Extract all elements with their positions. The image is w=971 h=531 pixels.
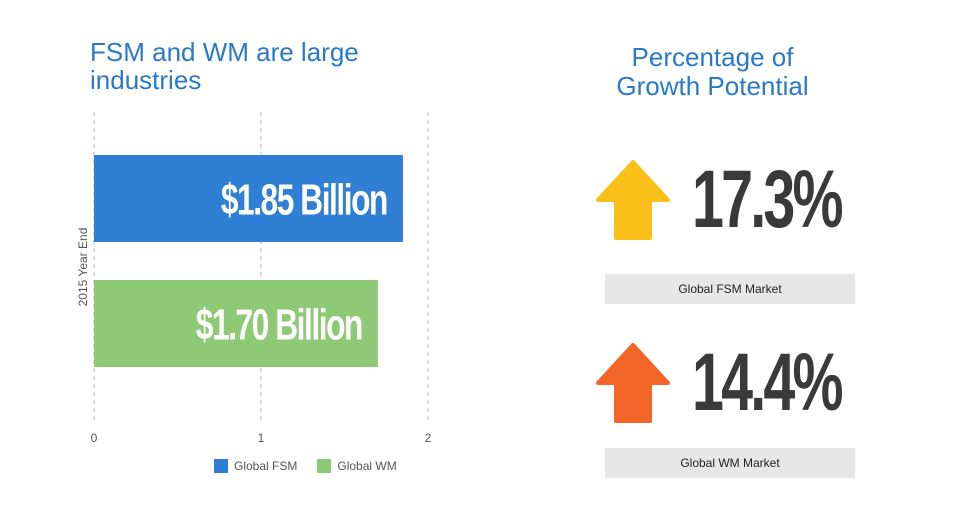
metric-label-fsm: Global FSM Market	[605, 274, 855, 304]
legend-label-wm: Global WM	[337, 459, 397, 473]
legend-item-wm: Global WM	[317, 459, 397, 473]
metric-value-fsm: 17.3%	[692, 154, 844, 245]
growth-title-line-2: Growth Potential	[616, 71, 809, 101]
x-tick-label: 2	[425, 431, 432, 445]
bar-fsm	[94, 155, 403, 242]
legend-label-fsm: Global FSM	[234, 459, 298, 473]
chart-legend: Global FSM Global WM	[214, 458, 417, 474]
chart-title: FSM and WM are large industries	[90, 38, 420, 94]
data-label: $1.85 Billion	[221, 175, 387, 224]
legend-swatch-wm	[317, 459, 332, 473]
legend-swatch-fsm	[214, 459, 228, 473]
chart-title-line-1: FSM and WM are large	[90, 37, 359, 67]
bar-wm	[94, 280, 378, 367]
metric-wm: 14.4%	[596, 337, 856, 433]
up-arrow-icon	[596, 160, 670, 240]
metric-fsm: 17.3%	[596, 154, 856, 250]
x-tick-label: 0	[91, 431, 98, 445]
growth-title: Percentage of Growth Potential	[585, 43, 840, 101]
chart-title-line-2: industries	[90, 65, 202, 95]
metric-value-wm: 14.4%	[692, 337, 844, 428]
x-tick-label: 1	[258, 431, 265, 445]
y-axis-label: 2015 Year End	[76, 228, 90, 307]
metric-label-wm: Global WM Market	[605, 448, 855, 478]
up-arrow-icon	[596, 343, 670, 423]
data-label: $1.70 Billion	[196, 300, 362, 349]
growth-title-line-1: Percentage of	[631, 42, 794, 72]
legend-item-fsm: Global FSM	[214, 459, 297, 473]
